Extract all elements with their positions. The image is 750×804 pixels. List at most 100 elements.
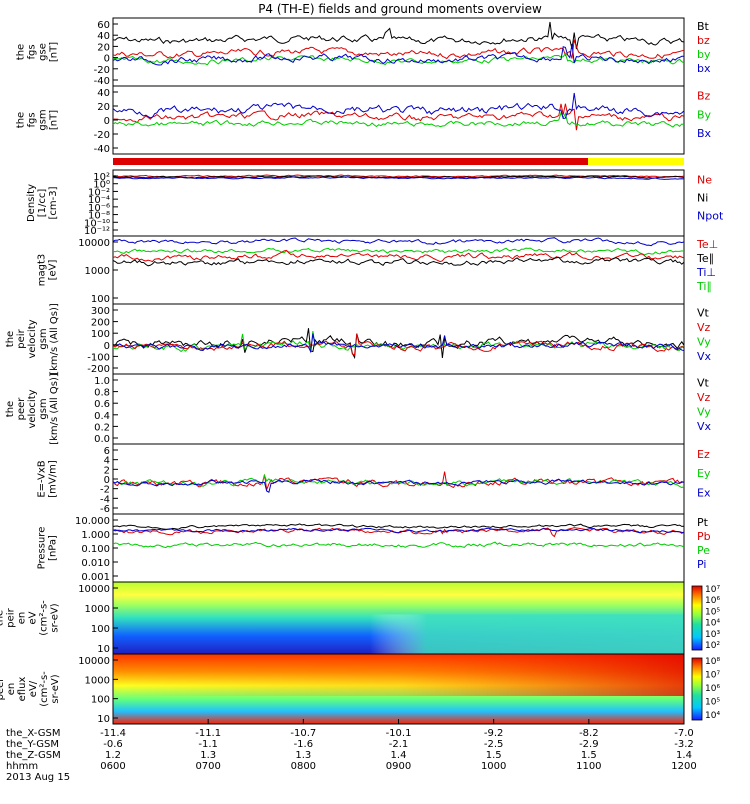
colorbar-label: 10⁵ [705,698,720,708]
legend-entry: Ey [697,467,711,480]
x-tick-label: 0600 [100,761,125,772]
trace-ni [112,175,685,179]
legend-entry: bz [697,34,710,47]
trace-ex [112,478,685,493]
y-tick-label: 1000 [85,266,110,277]
y-tick-label: 0 [104,341,110,352]
y-tick-label: 0.010 [81,558,110,569]
y-axis-label-line: (cm²-s- [39,671,50,707]
panel-temperature: 10000 1000 100 magt3[eV] Te⊥Te∥Ti⊥Ti∥ [37,235,718,305]
y-tick-label: 300 [91,306,110,317]
mode-bar-yellow [588,158,684,165]
legend-entry: Pi [697,558,706,571]
x-row-label: the_Z-GSM [6,750,61,761]
legend-entry: Te⊥ [696,238,718,251]
x-tick-label: 1100 [576,761,601,772]
y-tick-label: 10⁻⁶ [88,203,110,214]
x-tick-label: 1.4 [391,750,407,761]
y-tick-label: 10 [97,714,110,725]
x-tick-label: -1.6 [294,739,314,750]
colorbar [691,585,703,651]
y-tick-label: 100 [91,624,110,635]
y-axis-label-line: velocity [27,319,38,358]
y-tick-label: 10⁻¹⁰ [84,218,110,229]
x-tick-label: -1.1 [198,739,218,750]
y-axis-label-line: [km/s (All Qs)] [49,373,60,445]
y-axis-label-line: (cm²-s- [39,600,50,636]
x-tick-label: 1.3 [200,750,216,761]
legend-entry: Pb [697,530,711,543]
panel-frame [112,513,685,583]
y-axis-label-line: fgs [27,44,38,59]
legend-entry: Vt [697,376,710,389]
legend-entry: Ti∥ [696,280,712,293]
trace-bz [112,103,685,131]
y-tick-label: 1000 [85,675,110,686]
x-tick-label: -10.1 [386,728,412,739]
y-tick-label: 10⁻⁴ [88,195,110,206]
y-tick-label: 10000 [78,238,110,249]
legend-entry: Npot [697,209,724,222]
y-axis-label: thepeirvelocitygsm[km/s (All Qs)] [5,303,60,375]
y-tick-label: 0.001 [81,572,110,583]
trace-vz [112,333,685,356]
y-axis-label-line: the [5,401,16,417]
y-axis-label-line: [nT] [49,42,60,62]
y-tick-label: 0.0 [94,434,110,445]
x-tick-label: -8.2 [579,728,599,739]
y-tick-label: 40 [97,88,110,99]
y-tick-label: -2 [100,485,110,496]
x-tick-label: 1.4 [676,750,692,761]
y-axis-label-line: [1/cc] [37,189,48,218]
panel-frame [112,373,685,445]
y-tick-label: -6 [100,504,110,515]
x-tick-label: -2.5 [484,739,504,750]
y-tick-label: 1000 [85,604,110,615]
y-tick-label: 20 [97,42,110,53]
legend-entry: by [697,48,711,61]
y-tick-label: 6 [104,446,110,457]
y-axis-label-line: gsm [38,398,49,419]
y-axis-label: thepeerenefluxeV/(cm²-s-sr-eV) [0,671,61,707]
legend-entry: Ti⊥ [696,266,716,279]
y-axis-label-line: the [0,610,6,626]
y-axis-label-line: the [16,112,27,128]
x-row-label: hhmm [6,761,38,772]
y-tick-label: -100 [87,352,110,363]
y-axis-label-line: en [6,683,17,696]
y-tick-label: 0 [104,475,110,486]
y-axis-label-line: [nPa] [48,535,59,561]
y-tick-label: 40 [97,31,110,42]
panel-frame [112,169,685,237]
y-axis-label-line: eV/ [28,680,39,697]
y-tick-label: 0.6 [94,399,110,410]
x-tick-label: -10.7 [290,728,316,739]
legend-entry: Vx [697,350,712,363]
spectrogram-peir-overlay [113,614,684,654]
colorbar-label: 10⁶ [705,684,720,694]
y-tick-label: -20 [94,65,110,76]
y-axis-label-line: eV [28,611,39,624]
y-tick-label: 1.0 [94,376,110,387]
y-tick-label: 10⁻² [88,187,110,198]
y-axis-label-line: peer [16,397,27,421]
colorbar-label: 10⁷ [705,585,720,595]
y-axis-label-line: Density [26,184,37,222]
y-axis-label-line: magt3 [37,254,48,287]
y-tick-label: 100 [91,329,110,340]
y-tick-label: 10⁻⁸ [88,211,110,222]
trace-bz [112,39,685,60]
legend-entry: Vz [697,321,711,334]
trace-ey [112,473,685,489]
y-axis-label-line: peer [0,677,6,701]
x-tick-label: -3.2 [674,739,694,750]
y-axis-label-line: E=-VxB [37,460,48,497]
x-tick-label: 1.3 [295,750,311,761]
y-axis-label-line: gsm [38,328,49,349]
y-tick-label: 0 [104,54,110,65]
y-axis-label-line: [cm-3] [48,186,59,219]
legend-entry: Ni [697,191,708,204]
y-tick-label: 10.000 [75,516,110,527]
legend-entry: Bt [697,20,710,33]
